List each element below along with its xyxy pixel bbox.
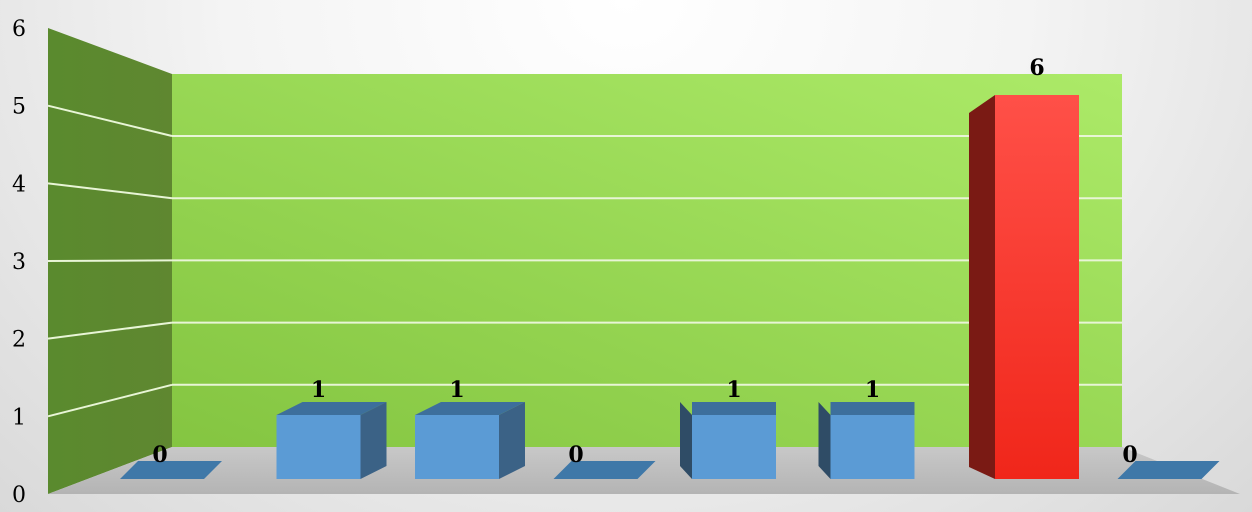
bars	[120, 95, 1220, 479]
gridline-side	[47, 182, 173, 200]
y-axis-tick-labels: 0 1 2 3 4 5 6	[12, 17, 26, 508]
bar-top-face	[415, 402, 525, 415]
data-label: 0	[152, 442, 167, 468]
bar	[553, 461, 656, 479]
bar-zero-base	[120, 461, 222, 479]
bar-front-face	[995, 95, 1079, 479]
bar	[120, 461, 222, 479]
bar	[1117, 461, 1220, 479]
y-tick-label: 3	[12, 250, 26, 275]
y-tick-label: 1	[12, 405, 26, 430]
data-label: 0	[1122, 442, 1137, 468]
bar-side-face	[680, 402, 692, 479]
y-tick-label: 5	[12, 95, 26, 120]
data-label: 1	[311, 377, 326, 403]
bar-side-face	[360, 402, 387, 479]
bar	[276, 402, 387, 479]
data-label: 1	[449, 377, 464, 403]
bar-front-face	[692, 415, 776, 479]
bar-front-face	[276, 415, 361, 479]
bar	[680, 402, 776, 479]
bar-side-face	[818, 402, 831, 479]
gridline-side	[47, 383, 173, 418]
bar	[818, 402, 915, 479]
gridline-side	[47, 104, 173, 137]
bar-zero-base	[553, 461, 656, 479]
y-tick-label: 6	[12, 17, 26, 42]
bar	[415, 402, 525, 479]
data-label: 1	[865, 377, 880, 403]
bar-side-face	[969, 95, 995, 479]
y-tick-label: 2	[12, 328, 26, 353]
data-label: 0	[568, 442, 583, 468]
bar-top-face	[276, 402, 387, 415]
bar-top-face	[830, 402, 915, 415]
bar-side-face	[499, 402, 525, 479]
bar	[969, 95, 1079, 479]
data-labels: 0 1 1 0 1 1 6 0	[152, 55, 1137, 468]
data-label: 6	[1029, 55, 1044, 81]
gridline-side	[47, 321, 173, 340]
gridline-side	[47, 259, 173, 262]
y-tick-label: 0	[12, 483, 26, 508]
gridlines	[47, 104, 1122, 418]
bar-front-face	[415, 415, 499, 479]
bar-zero-base	[1117, 461, 1220, 479]
bar-top-face	[692, 402, 776, 415]
bar-front-face	[830, 415, 915, 479]
y-tick-label: 4	[12, 172, 26, 197]
data-label: 1	[726, 377, 741, 403]
